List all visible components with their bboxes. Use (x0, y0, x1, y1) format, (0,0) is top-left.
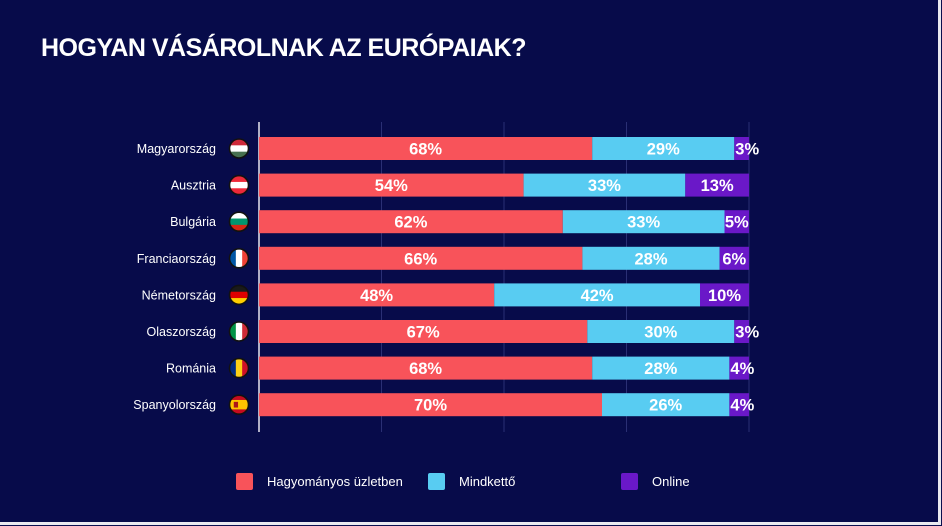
category-label: Németország (142, 288, 216, 302)
data-label: 13% (701, 177, 734, 195)
bar-segment (259, 393, 602, 417)
bulgaria-flag-icon (228, 211, 250, 232)
legend-swatch-online (621, 472, 638, 490)
legend-label-online: Online (652, 473, 690, 489)
legend-item-online: Online (621, 471, 690, 491)
bar-segment (523, 173, 686, 197)
bar-segment (734, 137, 749, 160)
bar-segment (729, 393, 749, 417)
france-flag-icon (228, 247, 250, 269)
data-label: 54% (375, 177, 408, 195)
bar-segment (719, 246, 749, 270)
data-label: 4% (730, 397, 754, 415)
bar-segment (259, 356, 593, 380)
bar-segment (582, 246, 720, 270)
bar-segment (724, 210, 749, 234)
category-label: Magyarország (137, 142, 216, 156)
category-label: Románia (166, 362, 216, 376)
category-label: Ausztria (171, 179, 216, 193)
data-label: 3% (735, 141, 759, 159)
category-label: Franciaország (137, 252, 216, 266)
data-label: 33% (627, 214, 660, 232)
data-label: 68% (409, 141, 442, 159)
bar-segment (602, 393, 730, 417)
bar-segment (494, 283, 700, 307)
data-label: 28% (634, 250, 667, 268)
legend-item-traditional: Hagyományos üzletben (236, 471, 403, 491)
germany-flag-icon (228, 284, 250, 306)
bar-segment (259, 137, 593, 160)
data-label: 48% (360, 287, 393, 305)
category-label: Bulgária (170, 215, 216, 229)
hungary-flag-icon (228, 138, 250, 159)
bar-segment (259, 320, 588, 343)
data-label: 66% (404, 250, 437, 268)
bar-segment (700, 283, 749, 307)
data-label: 3% (735, 324, 759, 342)
data-label: 4% (730, 360, 754, 378)
bar-segment (592, 356, 730, 380)
data-label: 26% (649, 397, 682, 415)
data-label: 6% (722, 250, 746, 268)
data-label: 33% (588, 177, 621, 195)
bar-segment (592, 137, 735, 160)
romania-flag-icon (228, 357, 250, 379)
italy-flag-icon (228, 321, 250, 342)
data-label: 62% (394, 214, 427, 232)
page-title: HOGYAN VÁSÁROLNAK AZ EURÓPAIAK? (41, 34, 527, 62)
data-label: 5% (725, 214, 749, 232)
legend-item-both: Mindkettő (428, 471, 515, 491)
bar-segment (734, 320, 749, 343)
bar-segment (259, 283, 495, 307)
bar-segment (729, 356, 749, 380)
data-label: 68% (409, 360, 442, 378)
bar-segment (685, 173, 749, 197)
bar-segment (259, 246, 583, 270)
category-label: Olaszország (147, 325, 217, 339)
bar-segment (587, 320, 735, 343)
bar-segment (259, 173, 524, 197)
legend-label-both: Mindkettő (459, 473, 516, 489)
legend-swatch-both (428, 472, 445, 490)
data-label: 42% (581, 287, 614, 305)
data-label: 67% (407, 324, 440, 342)
bar-segment (259, 210, 563, 234)
spain-flag-icon (228, 394, 250, 416)
category-label: Spanyolország (133, 398, 216, 412)
bar-segment (562, 210, 725, 234)
data-label: 70% (414, 397, 447, 415)
data-label: 30% (644, 324, 677, 342)
data-label: 28% (644, 360, 677, 378)
legend-label-traditional: Hagyományos üzletben (267, 473, 403, 489)
austria-flag-icon (228, 174, 250, 196)
legend-swatch-traditional (236, 472, 253, 490)
data-label: 29% (647, 141, 680, 159)
data-label: 10% (708, 287, 741, 305)
